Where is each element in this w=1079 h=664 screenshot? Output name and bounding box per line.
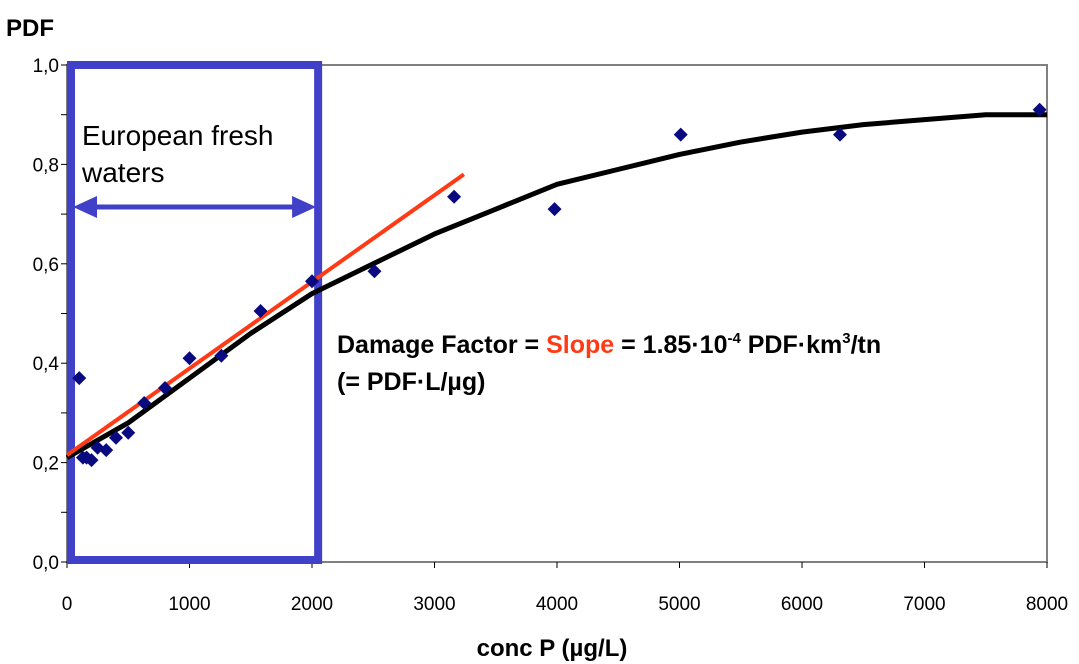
data-point <box>832 127 847 142</box>
region-label-line1: European fresh <box>82 120 273 151</box>
region-box <box>67 61 323 564</box>
data-point <box>305 274 319 289</box>
x-tick-label: 5000 <box>658 594 700 615</box>
data-point <box>214 348 229 363</box>
damage-factor-annotation-line2: (= PDF·L/µg) <box>337 368 485 396</box>
region-arrow-left-head <box>73 196 97 218</box>
slope-highlight: Slope <box>546 331 614 359</box>
data-point <box>253 304 268 319</box>
region-label-line2: waters <box>81 157 164 188</box>
y-tick-label: 0,6 <box>33 255 59 276</box>
fit-lines <box>65 112 1047 460</box>
data-point <box>99 443 114 458</box>
x-axis-title: conc P (µg/L) <box>477 635 628 662</box>
y-tick-label: 0,8 <box>33 155 59 176</box>
data-point <box>72 371 87 386</box>
data-point <box>84 453 99 468</box>
x-tick-label: 3000 <box>413 594 455 615</box>
x-tick-label: 2000 <box>291 594 333 615</box>
damage-factor-annotation: Damage Factor = Slope = 1.85·10-4 PDF·km… <box>337 330 881 359</box>
fit-curve <box>65 112 1047 460</box>
data-points <box>72 102 1047 468</box>
x-tick-label: 0 <box>62 594 73 615</box>
data-point <box>367 264 382 279</box>
x-tick-label: 8000 <box>1026 594 1068 615</box>
region-arrow-right-head <box>292 196 317 218</box>
data-point <box>109 430 123 445</box>
y-tick-label: 0,0 <box>33 553 59 574</box>
y-axis-title: PDF <box>6 15 54 42</box>
y-tick-label: 1,0 <box>33 56 59 77</box>
data-point <box>1032 102 1047 117</box>
y-tick-label: 0,2 <box>33 454 59 475</box>
y-tick-label: 0,4 <box>33 354 60 375</box>
data-point <box>447 189 462 204</box>
x-tick-label: 6000 <box>781 594 823 615</box>
european-fresh-waters-region <box>67 61 323 564</box>
data-point <box>182 351 197 366</box>
slope-line <box>65 172 466 457</box>
x-tick-label: 7000 <box>903 594 945 615</box>
x-tick-label: 1000 <box>168 594 210 615</box>
data-point <box>547 202 562 217</box>
x-tick-label: 4000 <box>536 594 578 615</box>
axis-ticks: 0 1000 2000 3000 4000 5000 6000 7000 8000 0,0 0,2 0… <box>33 56 1069 615</box>
data-point <box>158 381 172 396</box>
data-point <box>137 395 152 410</box>
data-point <box>673 127 688 142</box>
data-point <box>121 425 136 440</box>
